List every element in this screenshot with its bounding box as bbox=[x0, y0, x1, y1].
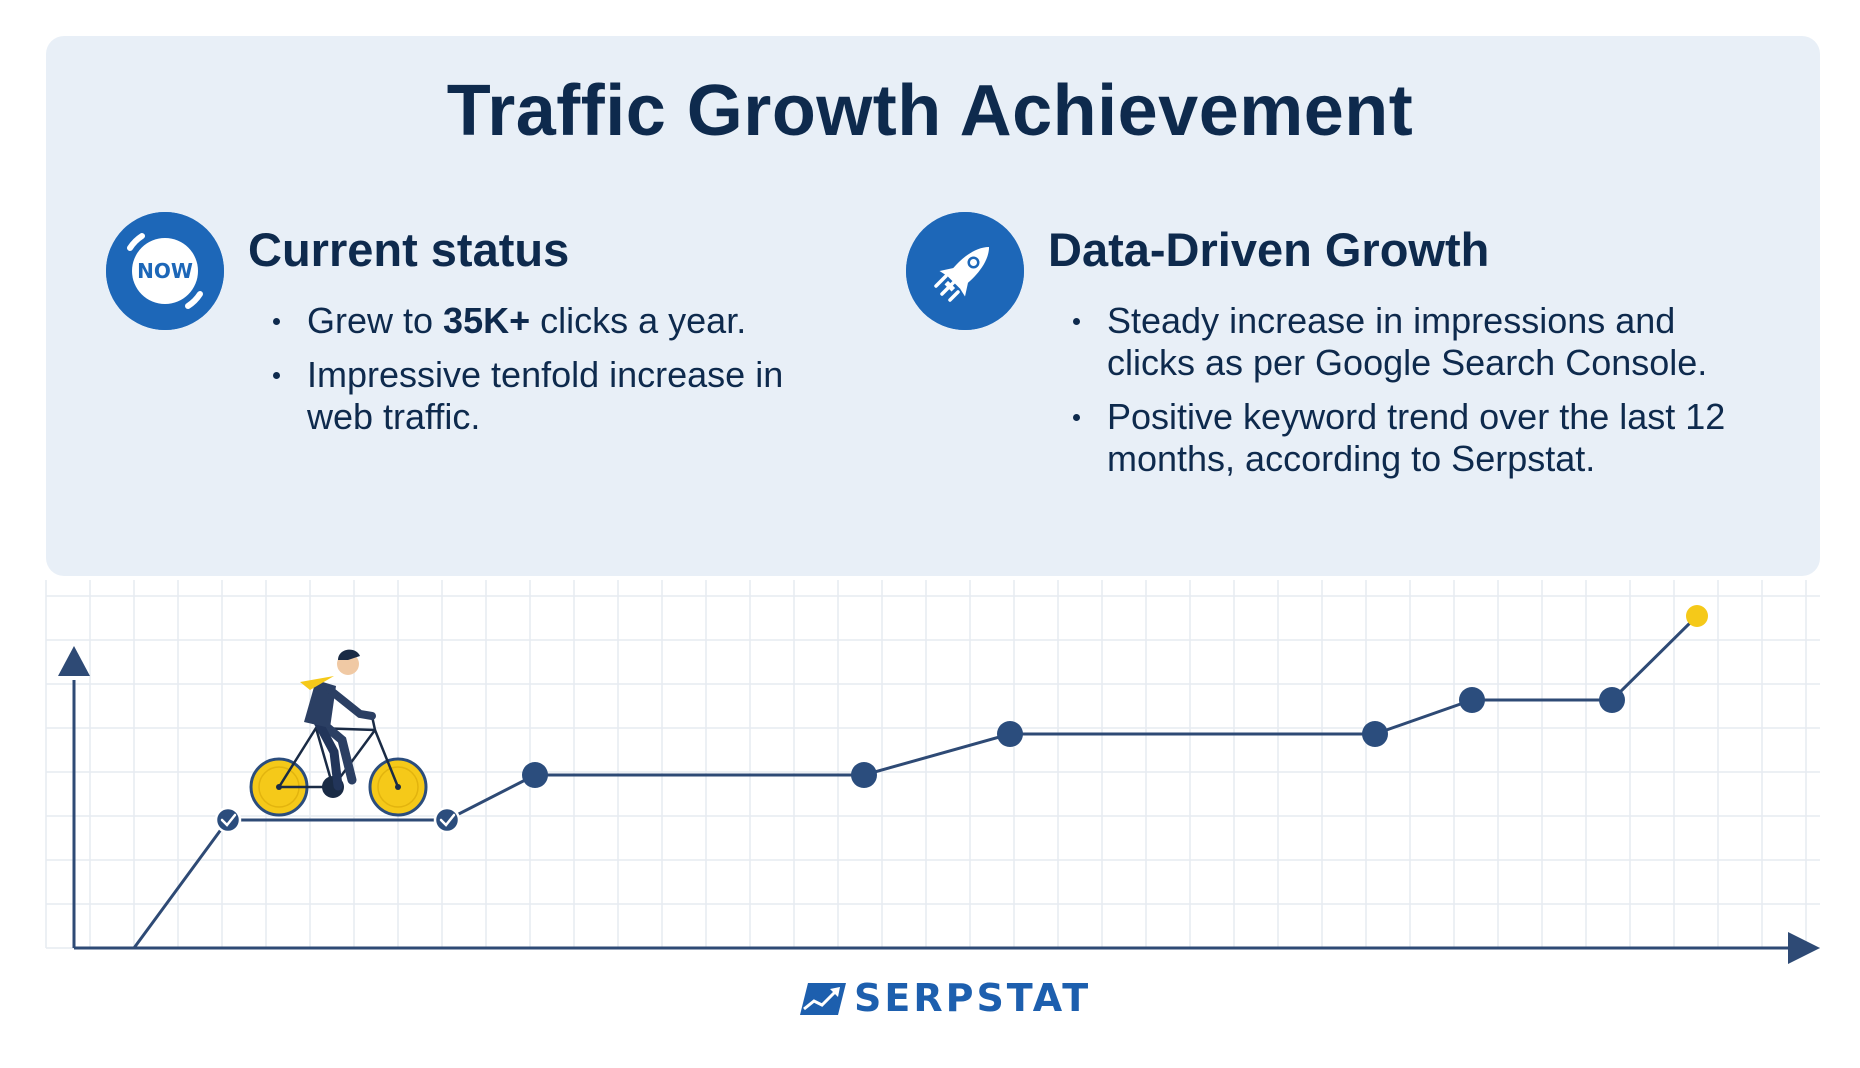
rocket-icon bbox=[906, 212, 1024, 330]
check-node-icon bbox=[433, 806, 461, 834]
chart-node bbox=[1599, 687, 1625, 713]
page-title: Traffic Growth Achievement bbox=[446, 71, 1414, 151]
x-axis-arrow-icon bbox=[1788, 932, 1820, 964]
serpstat-logo-icon bbox=[800, 983, 846, 1015]
current-status-list: Grew to 35K+ clicks a year. Impressive t… bbox=[271, 300, 787, 450]
chart-node bbox=[851, 762, 877, 788]
check-node-icon bbox=[214, 806, 242, 834]
serpstat-logo: SERPSTAT bbox=[800, 976, 1091, 1020]
chart-node bbox=[997, 721, 1023, 747]
list-item: Impressive tenfold increase in web traff… bbox=[271, 354, 787, 438]
chart-grid bbox=[45, 580, 1820, 949]
list-item: Positive keyword trend over the last 12 … bbox=[1071, 396, 1747, 480]
now-badge-svg: NOW bbox=[106, 212, 224, 330]
y-axis-arrow-icon bbox=[58, 646, 90, 676]
serpstat-logo-text: SERPSTAT bbox=[854, 976, 1092, 1020]
current-status-heading: Current status bbox=[248, 223, 570, 276]
list-item: Grew to 35K+ clicks a year. bbox=[271, 300, 787, 342]
now-badge-icon: NOW bbox=[106, 212, 224, 330]
badge-text: NOW bbox=[137, 259, 193, 283]
cyclist-icon bbox=[249, 649, 428, 817]
chart-node bbox=[522, 762, 548, 788]
growth-line bbox=[132, 614, 1699, 949]
highlight-node bbox=[1686, 605, 1708, 627]
list-item: Steady increase in impressions and click… bbox=[1071, 300, 1747, 384]
data-driven-growth-list: Steady increase in impressions and click… bbox=[1071, 300, 1747, 492]
chart-node bbox=[1362, 721, 1388, 747]
data-driven-growth-heading: Data-Driven Growth bbox=[1048, 223, 1490, 276]
chart-node bbox=[1459, 687, 1485, 713]
